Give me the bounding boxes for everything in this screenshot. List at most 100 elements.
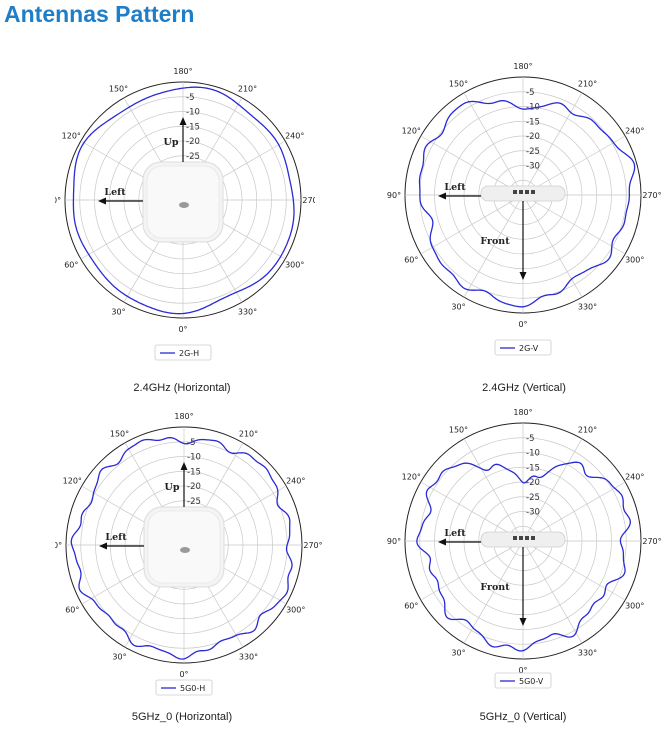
arrow-head [179, 117, 187, 125]
access-point-face [146, 165, 220, 239]
grid-spoke [522, 92, 583, 196]
arrow-head [99, 542, 107, 550]
angle-label: 0° [178, 325, 187, 334]
angle-label: 180° [513, 62, 532, 71]
angle-label: 90° [387, 537, 401, 546]
ring-value-label: -10 [186, 108, 200, 118]
page-title: Antennas Pattern [4, 1, 195, 27]
angle-label: 120° [402, 473, 421, 482]
angle-label: 330° [239, 653, 258, 662]
legend-label: 5G0-V [519, 677, 544, 686]
angle-label: 300° [286, 606, 305, 615]
legend-box [154, 344, 212, 361]
arrow-head [438, 192, 446, 200]
angle-label: 240° [285, 132, 304, 141]
angle-label: 300° [285, 261, 304, 270]
polar-plot-2g-v: 180° 210° 240° 270° 300° 330° 0° 30° 60° 90° 120° 1… [387, 62, 662, 356]
caption-2g-v: 2.4GHz (Vertical) [482, 382, 566, 394]
ring-value-label: -25 [526, 493, 540, 503]
angle-label: 210° [238, 84, 257, 93]
up-arrow-label: Up [164, 137, 179, 148]
legend-box [155, 679, 213, 696]
angle-label: 210° [578, 425, 597, 434]
legend-label: 2G-V [519, 344, 539, 353]
port-icon [519, 536, 523, 540]
ring-value-label: -20 [187, 482, 201, 492]
caption-5g0-v: 5GHz_0 (Vertical) [479, 711, 567, 723]
ring-value-label: -5 [526, 434, 534, 444]
angle-label: 0° [518, 320, 527, 329]
grid-spoke [420, 540, 524, 601]
grid-spoke [522, 481, 626, 542]
angle-label: 150° [110, 429, 129, 438]
grid-spoke [522, 540, 626, 601]
arrow-head [438, 538, 446, 546]
port-icon [531, 536, 535, 540]
left-arrow-label: Left [444, 182, 466, 193]
legend-label: 5G0-H [180, 684, 205, 693]
angle-label: 240° [286, 477, 305, 486]
grid-spoke [420, 135, 524, 196]
angle-label: 270° [303, 541, 322, 550]
angle-label: 150° [109, 84, 128, 93]
angle-label: 150° [449, 425, 468, 434]
angle-label: 60° [404, 256, 418, 265]
pattern-trace [416, 461, 632, 652]
grid-spoke [522, 438, 583, 542]
angle-label: 30° [112, 653, 126, 662]
logo-icon [180, 547, 190, 553]
angle-label: 180° [174, 412, 193, 421]
angle-label: 180° [513, 408, 532, 417]
grid-spoke [522, 194, 583, 298]
grid-spoke [522, 540, 583, 644]
polar-plot-2g-h: 180° 210° 240° 270° 300° 330° 0° 30° 60° 90° 120° 1… [55, 67, 315, 361]
angle-label: 270° [642, 191, 661, 200]
angle-label: 90° [387, 191, 401, 200]
angle-label: 30° [451, 303, 465, 312]
angle-label: 240° [625, 473, 644, 482]
ring-value-label: -30 [526, 162, 540, 172]
angle-label: 60° [64, 261, 78, 270]
angle-label: 150° [449, 79, 468, 88]
ring-value-label: -10 [526, 449, 540, 459]
grid-spoke [522, 135, 626, 196]
angle-label: 0° [179, 670, 188, 679]
angle-label: 270° [302, 196, 315, 205]
ring-value-label: -15 [526, 117, 540, 127]
grid-spoke [420, 481, 524, 542]
angle-label: 240° [625, 127, 644, 136]
angle-label: 30° [451, 649, 465, 658]
angle-label: 60° [65, 606, 79, 615]
ring-value-label: -15 [187, 467, 201, 477]
angle-label: 330° [578, 649, 597, 658]
angle-label: 120° [62, 132, 81, 141]
angle-label: 270° [642, 537, 661, 546]
port-icon [513, 536, 517, 540]
arrow-head [519, 272, 527, 280]
front-arrow-label: Front [480, 582, 510, 593]
up-arrow-label: Up [165, 482, 180, 493]
angle-label: 30° [111, 308, 125, 317]
grid-spoke [463, 92, 524, 196]
left-arrow-label: Left [104, 187, 126, 198]
angle-label: 90° [55, 196, 61, 205]
legend-label: 2G-H [179, 349, 199, 358]
angle-label: 300° [625, 602, 644, 611]
ring-value-label: -5 [526, 88, 534, 98]
angle-label: 330° [578, 303, 597, 312]
ring-value-label: -5 [186, 93, 194, 103]
polar-plot-5g0-h: 180° 210° 240° 270° 300° 330° 0° 30° 60° 90° 120° 1… [55, 412, 323, 696]
grid-spoke [420, 194, 524, 255]
arrow-head [519, 618, 527, 626]
grid-spoke [463, 194, 524, 298]
arrow-head [180, 462, 188, 470]
ring-value-label: -25 [526, 147, 540, 157]
angle-label: 210° [578, 79, 597, 88]
port-icon [519, 190, 523, 194]
grid-spoke [463, 540, 524, 644]
legend-box [494, 339, 552, 356]
ring-value-label: -20 [526, 478, 540, 488]
angle-label: 300° [625, 256, 644, 265]
grid-spoke [463, 438, 524, 542]
angle-label: 120° [402, 127, 421, 136]
